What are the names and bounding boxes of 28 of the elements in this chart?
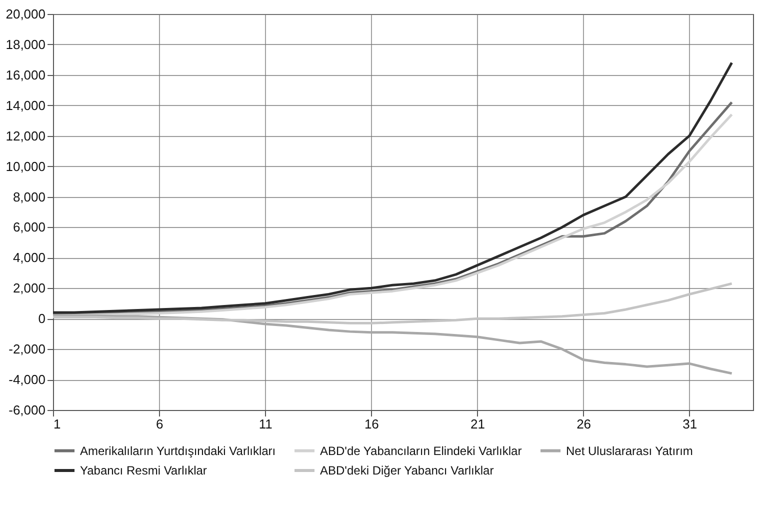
y-tick-label: 0 — [38, 311, 46, 326]
legend-label: Yabancı Resmi Varlıklar — [80, 464, 207, 478]
y-tick-label: 2,000 — [12, 280, 46, 296]
legend-label: Net Uluslararası Yatırım — [566, 444, 693, 458]
x-tick-label: 26 — [576, 416, 592, 432]
line-series — [52, 61, 734, 314]
legend-label: Amerikalıların Yurtdışındaki Varlıkları — [80, 444, 276, 458]
x-tick-label: 6 — [156, 416, 164, 432]
x-tick-label: 16 — [364, 416, 379, 432]
x-tick-label: 21 — [470, 416, 485, 432]
y-tick-label: -6,000 — [8, 402, 46, 418]
y-tick-label: 4,000 — [12, 250, 46, 266]
y-tick-label: 8,000 — [12, 189, 46, 204]
y-tick-label: -2,000 — [8, 342, 46, 357]
y-tick-label: 12,000 — [6, 128, 46, 144]
y-tick-label: 6,000 — [12, 220, 46, 235]
y-tick-label: 20,000 — [6, 6, 46, 22]
y-tick-label: -4,000 — [8, 372, 46, 388]
line-series — [52, 282, 734, 324]
x-tick-label: 1 — [54, 416, 61, 432]
y-tick-label: 18,000 — [6, 36, 46, 52]
legend-label: ABD'de Yabancıların Elindeki Varlıklar — [320, 444, 522, 458]
legend-label: ABD'deki Diğer Yabancı Varlıklar — [320, 464, 494, 478]
y-tick-label: 16,000 — [6, 67, 46, 82]
y-tick-label: 10,000 — [6, 158, 46, 174]
y-tick-label: 14,000 — [6, 98, 46, 113]
x-tick-label: 11 — [258, 416, 272, 432]
x-tick-label: 31 — [682, 416, 698, 432]
